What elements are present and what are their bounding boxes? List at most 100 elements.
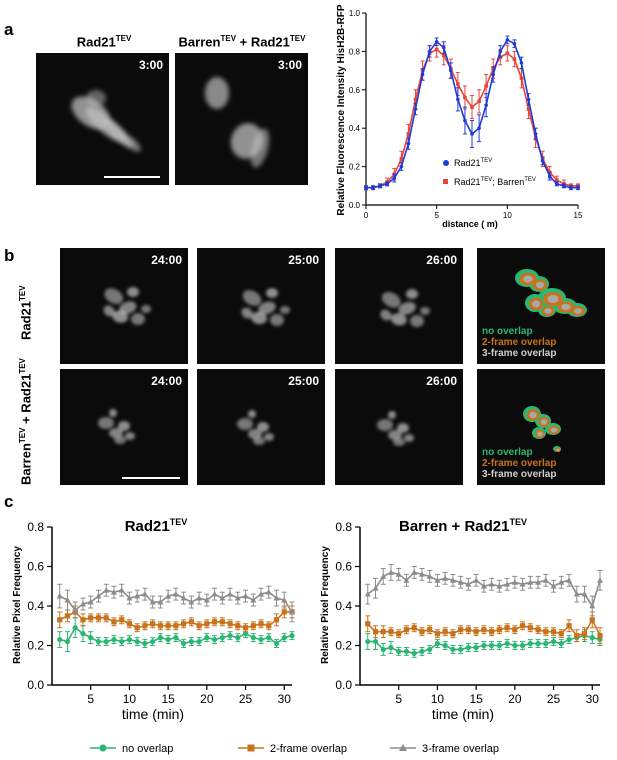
data-point <box>489 642 495 649</box>
data-point <box>484 103 488 107</box>
data-point <box>512 642 518 649</box>
data-point <box>473 644 479 651</box>
data-point <box>434 631 441 637</box>
data-point <box>465 644 471 651</box>
overlap-region-3frame <box>532 300 540 308</box>
y-tick-label: 0.4 <box>335 599 352 613</box>
x-tick-label: 20 <box>508 692 522 706</box>
data-point <box>64 613 71 619</box>
x-tick-label: 5 <box>434 211 439 220</box>
micrograph-b-frame: 24:00 <box>60 248 188 364</box>
data-point <box>597 577 603 583</box>
data-point <box>427 49 432 54</box>
data-point <box>403 627 410 633</box>
data-point <box>242 625 249 631</box>
data-point <box>427 627 433 633</box>
data-point <box>95 615 102 621</box>
series-3-frame-overlap <box>56 583 295 623</box>
data-point <box>519 61 524 65</box>
overlap-map-image <box>515 269 587 317</box>
x-tick-label: 30 <box>586 692 600 706</box>
data-point <box>134 625 140 631</box>
data-point <box>188 638 194 645</box>
data-point <box>227 621 233 627</box>
overlap-legend-2: 3-frame overlap <box>482 348 557 359</box>
data-point <box>188 598 195 605</box>
data-point <box>72 606 79 613</box>
data-point <box>181 640 187 647</box>
chromosome-image <box>377 411 414 446</box>
data-point <box>399 157 404 161</box>
data-point <box>456 97 460 102</box>
data-point <box>589 617 595 623</box>
overlap-region-3frame <box>537 431 543 437</box>
data-point <box>79 600 86 607</box>
data-point <box>540 159 545 163</box>
data-point <box>504 640 510 647</box>
data-point <box>450 631 456 637</box>
pixel-frequency-chart-rad21: 0.0 0.2 0.4 0.6 0.8 5 10 15 20 25 30 Rad21TEV Rela… <box>12 517 295 722</box>
data-point <box>441 53 446 58</box>
overlap-legend-2: 3-frame overlap <box>482 469 557 480</box>
data-point <box>527 640 533 647</box>
legend: Rad21TEV Rad21TEV; BarrenTEV <box>443 158 536 187</box>
row-label-barren-rad21: BarrenTEV + Rad21TEV <box>18 358 34 485</box>
micrograph-b-frame: 26:00 <box>335 248 463 364</box>
chromosome-image <box>98 409 135 444</box>
data-point <box>418 571 425 577</box>
data-point <box>458 627 464 633</box>
timestamp: 26:00 <box>426 374 457 388</box>
data-point <box>411 650 417 656</box>
data-point <box>380 573 387 579</box>
panel-a-title-barren-rad21: BarrenTEV + Rad21TEV <box>178 34 306 50</box>
data-point <box>569 185 573 190</box>
data-point <box>219 594 226 601</box>
data-point <box>165 592 172 599</box>
data-point <box>566 636 572 643</box>
data-point <box>273 640 280 647</box>
panel-label-b: b <box>4 246 15 265</box>
micrograph-a-barren-rad21: 3:00 <box>175 53 308 185</box>
data-point <box>250 623 256 629</box>
data-point <box>419 648 425 655</box>
data-point <box>273 617 280 623</box>
data-point <box>512 627 518 633</box>
panel-label-a: a <box>4 20 14 39</box>
x-tick-label: 25 <box>239 692 253 706</box>
data-point <box>227 590 234 597</box>
data-point <box>103 638 109 645</box>
panel-a-title-rad21: Rad21TEV <box>76 34 132 50</box>
data-point <box>281 596 288 603</box>
data-point <box>56 592 63 599</box>
data-point <box>434 47 439 52</box>
y-tick-label: 0.8 <box>349 47 361 56</box>
data-point <box>527 625 533 631</box>
data-point <box>64 596 71 603</box>
data-point <box>413 107 418 111</box>
legend-label-rad21: Rad21TEV <box>454 158 492 168</box>
y-axis-label: Relative Fluorescence Intensity HisH2B-R… <box>336 4 347 216</box>
x-tick-label: 25 <box>547 692 561 706</box>
overlap-map: no overlap 2-frame overlap 3-frame overlap <box>477 248 605 364</box>
y-tick-label: 0.8 <box>335 520 352 534</box>
data-point <box>477 99 481 104</box>
data-point <box>142 623 148 629</box>
data-point <box>542 577 549 583</box>
data-point <box>403 648 410 655</box>
data-point <box>457 579 464 585</box>
data-point <box>496 627 502 633</box>
data-point <box>526 97 531 102</box>
timestamp: 24:00 <box>151 253 182 267</box>
data-point <box>535 627 541 633</box>
data-point <box>265 588 272 595</box>
data-point <box>250 596 257 603</box>
x-tick-label: 15 <box>161 692 175 706</box>
data-point <box>581 631 588 637</box>
x-tick-label: 15 <box>574 211 583 220</box>
data-point <box>188 619 194 625</box>
data-point <box>481 642 487 649</box>
chromosome-image <box>71 90 141 152</box>
legend-marker-rad21 <box>443 160 449 166</box>
data-point <box>211 636 218 643</box>
y-axis-label: Relative Pixel Frequency <box>320 546 331 664</box>
